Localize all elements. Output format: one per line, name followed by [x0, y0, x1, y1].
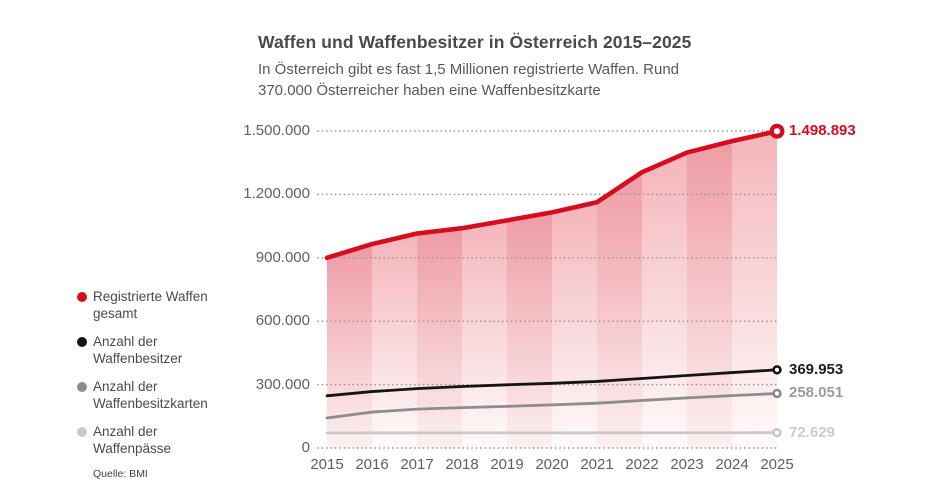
series-line-2: [325, 392, 779, 420]
chart-subtitle-line2: 370.000 Österreicher haben eine Waffenbe…: [258, 82, 601, 99]
x-axis-label: 2025: [760, 456, 794, 473]
legend-label-line: Anzahl der: [93, 334, 158, 349]
end-value-label-0: 1.498.893: [789, 122, 856, 140]
y-axis-label: 300.000: [255, 375, 310, 393]
end-marker-icon: [772, 365, 782, 375]
area-band: [372, 233, 417, 448]
area-band: [417, 228, 462, 448]
x-axis-label: 2016: [355, 456, 389, 473]
chart-header: Waffen und Waffenbesitzer in Österreich …: [258, 32, 818, 101]
legend-item-waffenbesitzer: Anzahl der Waffenbesitzer: [77, 333, 252, 367]
area-band: [507, 212, 552, 448]
area-band: [327, 244, 372, 448]
light-gray-dot-icon: [77, 427, 87, 437]
legend-label-line: Waffenpässe: [93, 441, 172, 456]
y-axis-label: 900.000: [255, 248, 310, 266]
legend-item-waffenpaesse: Anzahl der Waffenpässe: [77, 423, 252, 457]
area-band: [552, 202, 597, 448]
end-value-label-3: 72.629: [789, 423, 835, 441]
x-axis-label: 2018: [445, 456, 479, 473]
legend-label-line: Waffenbesitzkarten: [93, 396, 208, 411]
series-line-1: [325, 368, 779, 398]
red-dot-icon: [77, 292, 87, 302]
area-fill-bands: [327, 131, 777, 449]
legend-label-line: Registrierte Waffen: [93, 289, 208, 304]
x-axis-label: 2019: [490, 456, 524, 473]
x-axis-label: 2024: [715, 456, 749, 473]
source-note: Quelle: BMI: [93, 468, 148, 480]
y-axis-label: 1.500.000: [243, 122, 310, 139]
end-marker-icon: [769, 123, 785, 139]
x-axis-label: 2022: [625, 456, 659, 473]
x-axis-label: 2021: [580, 456, 614, 473]
area-band: [462, 220, 507, 448]
end-value-label-1: 369.953: [789, 360, 844, 378]
area-band: [642, 152, 687, 448]
x-axis-label: 2015: [310, 456, 344, 473]
y-axis-label: 0: [301, 439, 310, 456]
end-marker-icon: [772, 427, 782, 438]
end-value-label-2: 258.051: [789, 384, 844, 402]
x-axis-label: 2020: [535, 456, 569, 473]
area-band: [732, 131, 777, 448]
y-axis-label: 600.000: [255, 312, 310, 330]
area-band: [687, 141, 732, 449]
legend-label-line: gesamt: [93, 306, 138, 321]
legend-item-waffenbesitzkarten: Anzahl der Waffenbesitzkarten: [77, 378, 252, 412]
series-line-0: [324, 128, 780, 261]
end-marker-icon: [772, 388, 782, 399]
legend-label-line: Anzahl der: [93, 424, 158, 439]
area-band: [597, 172, 642, 448]
chart-subtitle: In Österreich gibt es fast 1,5 Millionen…: [258, 59, 818, 101]
x-axis-label: 2017: [400, 456, 434, 473]
x-axis-label: 2023: [670, 456, 704, 473]
chart-title: Waffen und Waffenbesitzer in Österreich …: [258, 32, 692, 52]
legend-item-registrierte-waffen: Registrierte Waffen gesamt: [77, 288, 252, 322]
black-dot-icon: [77, 337, 87, 347]
chart-subtitle-line1: In Österreich gibt es fast 1,5 Millionen…: [258, 61, 680, 78]
legend-label-line: Anzahl der: [93, 379, 158, 394]
gray-dot-icon: [77, 382, 87, 392]
legend-label-line: Waffenbesitzer: [93, 351, 183, 366]
y-axis-label: 1.200.000: [243, 185, 310, 203]
chart-legend: Registrierte Waffen gesamt Anzahl der Wa…: [77, 288, 252, 480]
